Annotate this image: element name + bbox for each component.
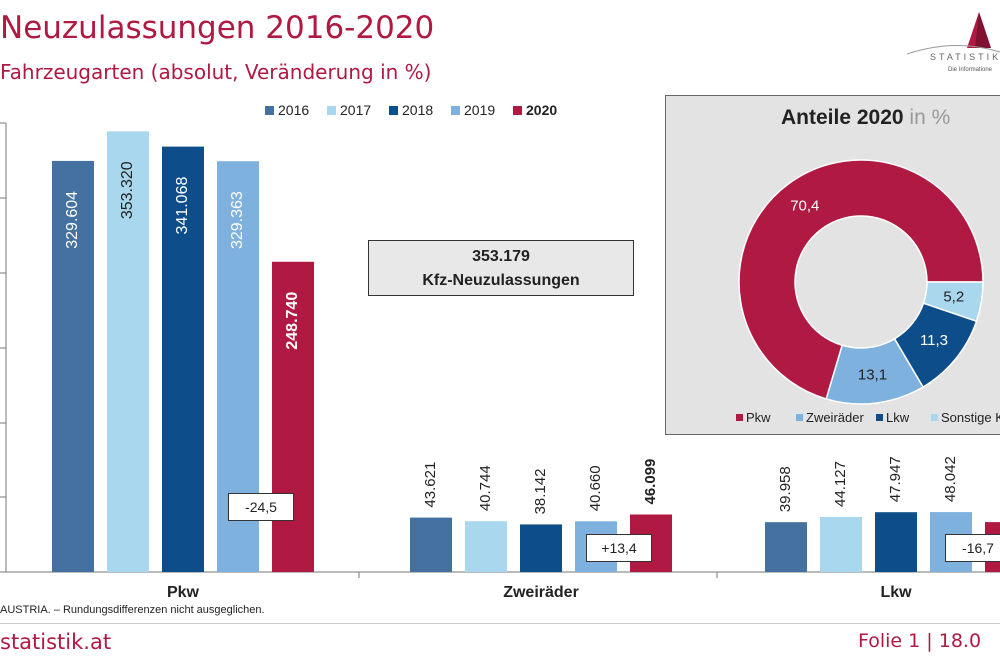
legend-label-2019: 2019 [464,102,495,118]
category-label-Pkw: Pkw [167,584,200,600]
logo-text: STATISTIK A [930,52,1000,62]
bar-Pkw-2017 [107,131,149,572]
donut-title: Anteile 2020 in % [781,106,950,130]
data-label-Pkw-2016: 329.604 [64,191,81,249]
donut-label-sonstige-k: 5,2 [943,288,964,305]
donut-label-pkw: 70,4 [790,198,819,215]
total-value: 353.179 [472,248,530,265]
donut-chart: 70,4 13,1 11,3 5,2 Pkw Zweiräder Lkw Sonstige K [736,159,1000,425]
donut-legend-swatch-3 [931,414,938,421]
footer-divider [0,623,1000,624]
category-label-Lkw: Lkw [880,584,912,600]
bar-Lkw-2016 [765,522,807,572]
bar-Pkw-2016 [52,160,94,572]
bar-Pkw-2018 [162,146,204,572]
change-box-lkw: -16,7 [945,534,1000,562]
legend-swatch-2018 [389,106,398,115]
statistik-logo-icon [906,12,1000,55]
donut-label-zweiräder: 13,1 [858,366,887,383]
data-label-Zweiräder-2020: 46.099 [642,459,659,505]
bar-Lkw-2017 [820,516,862,572]
legend-swatch-2016 [265,106,274,115]
legend-label-2020: 2020 [526,102,557,118]
legend-label-2018: 2018 [402,102,433,118]
donut-slice-sonstige-k [922,281,984,323]
slide-number: Folie 1 | 18.0 [858,630,982,652]
donut-title-unit: in % [909,106,951,129]
category-label-Zweiräder: Zweiräder [503,584,579,600]
donut-label-lkw: 11,3 [920,332,948,349]
data-label-Pkw-2020: 248.740 [284,292,301,350]
data-label-Zweiräder-2017: 40.744 [477,465,494,511]
bar-Zweiräder-2017 [465,521,507,572]
data-label-Lkw-2018: 47.947 [887,456,904,502]
data-label-Pkw-2017: 353.320 [119,161,136,219]
data-label-Pkw-2019: 329.363 [229,191,246,249]
data-label-Zweiräder-2018: 38.142 [532,469,549,515]
footnote: AUSTRIA. – Rundungsdifferenzen nicht aus… [0,604,265,616]
donut-panel: Anteile 2020 in % 70,4 13,1 11,3 5,2 Pkw Zwei… [665,95,1000,435]
data-label-Lkw-2017: 44.127 [832,461,849,507]
donut-slice-pkw [738,159,984,400]
page-subtitle: Fahrzeugarten (absolut, Veränderung in %… [0,60,432,84]
bar-Lkw-2018 [875,512,917,572]
donut-legend-swatch-1 [796,414,803,421]
data-label-Lkw-2016: 39.958 [777,466,794,512]
bar-Zweiräder-2018 [520,524,562,572]
data-label-Pkw-2018: 341.068 [174,177,191,235]
donut-legend-swatch-0 [736,414,743,421]
bar-Zweiräder-2016 [410,517,452,572]
total-label: Kfz-Neuzulassungen [422,272,580,289]
change-box-zweiraeder: +13,4 [586,534,652,562]
total-box: 353.179 Kfz-Neuzulassungen [368,240,634,296]
data-label-Lkw-2019: 48.042 [942,456,959,502]
donut-legend-label-1: Zweiräder [806,410,864,425]
donut-legend-label-3: Sonstige K [941,410,1000,425]
donut-title-text: Anteile 2020 [781,106,904,129]
legend-label-2016: 2016 [278,102,309,118]
donut-legend-label-2: Lkw [886,410,910,425]
legend-swatch-2017 [327,106,336,115]
donut-legend-label-0: Pkw [746,410,771,425]
page-title: Neuzulassungen 2016-2020 [0,10,435,46]
change-box-pkw: -24,5 [228,493,294,521]
legend-swatch-2020 [513,106,522,115]
logo-subtext: Die Informatione [948,67,993,73]
legend-swatch-2019 [451,106,460,115]
legend-label-2017: 2017 [340,102,371,118]
data-label-Zweiräder-2016: 43.621 [422,462,439,508]
site-link[interactable]: statistik.at [0,630,112,654]
donut-legend-swatch-2 [876,414,883,421]
data-label-Zweiräder-2019: 40.660 [587,465,604,511]
